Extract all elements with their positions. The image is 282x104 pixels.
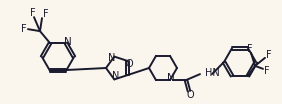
Text: N: N — [112, 71, 119, 81]
Text: F: F — [30, 8, 36, 18]
Text: F: F — [264, 66, 270, 76]
Text: N: N — [167, 73, 175, 83]
Text: N: N — [108, 53, 115, 63]
Text: F: F — [247, 44, 253, 54]
Text: N: N — [64, 37, 71, 47]
Text: HN: HN — [205, 68, 220, 78]
Text: F: F — [43, 9, 49, 19]
Text: O: O — [126, 59, 133, 69]
Text: O: O — [186, 90, 194, 100]
Text: F: F — [21, 24, 27, 34]
Text: F: F — [266, 50, 272, 60]
